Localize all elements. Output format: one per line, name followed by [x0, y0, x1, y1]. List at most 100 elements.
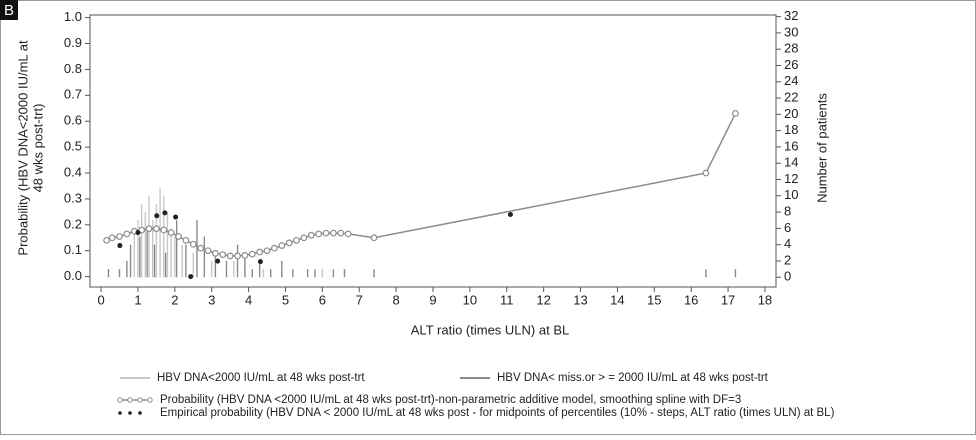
spline-point: [732, 110, 739, 117]
y2-tick-label: 14: [784, 155, 798, 170]
legend-label: Empirical probability (HBV DNA < 2000 IU…: [160, 407, 835, 419]
spline-point: [189, 240, 197, 248]
spline-point: [138, 226, 146, 234]
panel-label: B: [4, 2, 14, 19]
x-tick-label: 10: [463, 292, 477, 307]
y2-tick-label: 30: [784, 24, 798, 39]
y-axis-label: 48 wks post-trt): [30, 104, 45, 193]
y2-tick-label: 12: [784, 171, 798, 186]
empirical-point: [162, 210, 168, 216]
spline-point: [167, 229, 175, 237]
y2-tick-label: 10: [784, 187, 798, 202]
x-tick-label: 0: [97, 292, 104, 307]
x-tick-label: 1: [134, 292, 141, 307]
y-tick-label: 0.7: [64, 87, 82, 102]
spline-point: [123, 230, 131, 238]
y2-tick-label: 24: [784, 73, 798, 88]
x-tick-label: 9: [429, 292, 436, 307]
spline-point: [175, 233, 182, 240]
empirical-point: [215, 258, 221, 264]
x-tick-label: 17: [721, 292, 735, 307]
legend-label: Probability (HBV DNA <2000 IU/mL at 48 w…: [160, 394, 741, 406]
spline-line: [106, 113, 737, 257]
spline-point: [307, 231, 315, 239]
spline-point: [370, 234, 378, 242]
spline-point: [160, 226, 168, 234]
y2-tick-label: 26: [784, 57, 798, 72]
spline-point: [248, 250, 256, 258]
spline-point: [234, 252, 241, 260]
y-tick-label: 0.0: [64, 268, 82, 283]
spline-point: [337, 229, 345, 237]
y2-tick-label: 16: [784, 138, 798, 153]
x-tick-label: 12: [536, 292, 550, 307]
y-tick-label: 1.0: [64, 9, 82, 24]
y-tick-label: 0.2: [64, 216, 82, 231]
x-tick-label: 3: [208, 292, 215, 307]
empirical-point: [257, 259, 263, 265]
spline-point: [204, 247, 212, 255]
y2-tick-label: 4: [784, 236, 791, 251]
panel-label-box: [0, 0, 18, 20]
spline-point: [226, 252, 234, 260]
y-tick-label: 0.3: [64, 190, 82, 205]
x-tick-label: 4: [245, 292, 252, 307]
y-tick-label: 0.4: [64, 164, 82, 179]
legend-label: HBV DNA<2000 IU/mL at 48 wks post-trt: [157, 372, 365, 384]
y2-tick-label: 32: [784, 8, 798, 23]
y2-tick-label: 6: [784, 220, 791, 235]
y2-tick-label: 20: [784, 106, 798, 121]
legend-swatch: [127, 397, 133, 403]
spline-point: [182, 236, 190, 244]
x-tick-label: 11: [500, 292, 514, 307]
x-tick-label: 16: [684, 292, 698, 307]
spline-point: [330, 229, 337, 237]
x-tick-label: 7: [356, 292, 363, 307]
y2-tick-label: 0: [784, 269, 791, 284]
x-tick-label: 15: [647, 292, 661, 307]
x-tick-label: 14: [610, 292, 624, 307]
y2-tick-label: 8: [784, 204, 791, 219]
legend-swatch: [147, 397, 153, 403]
empirical-point: [188, 274, 194, 280]
legend-swatch: [117, 397, 123, 403]
spline-point: [263, 247, 271, 255]
y-tick-label: 0.6: [64, 113, 82, 128]
empirical-point: [173, 214, 179, 220]
spline-point: [241, 251, 249, 259]
x-tick-label: 2: [171, 292, 178, 307]
spline-point: [285, 239, 293, 247]
legend-swatch: [128, 411, 132, 415]
x-tick-label: 18: [758, 292, 772, 307]
y-axis-label: Probability (HBV DNA<2000 IU/mL at: [15, 40, 30, 256]
y-tick-label: 0.1: [64, 242, 82, 257]
spline-point: [219, 251, 227, 259]
y2-tick-label: 22: [784, 90, 798, 105]
y-tick-label: 0.8: [64, 61, 82, 76]
spline-point: [152, 225, 160, 233]
y2-tick-label: 2: [784, 252, 791, 267]
empirical-point: [154, 213, 160, 219]
spline-point: [103, 236, 110, 244]
x-axis-label: ALT ratio (times ULN) at BL: [411, 322, 569, 337]
legend-swatch: [118, 411, 122, 415]
spline-point: [256, 248, 264, 256]
spline-point: [197, 244, 205, 252]
empirical-point: [117, 243, 123, 249]
legend-label: HBV DNA< miss.or > = 2000 IU/mL at 48 wk…: [497, 372, 769, 384]
y-tick-label: 0.5: [64, 139, 82, 154]
spline-point: [293, 236, 300, 244]
x-tick-label: 5: [282, 292, 289, 307]
y2-axis-label: Number of patients: [814, 93, 829, 203]
empirical-point: [135, 230, 141, 236]
spline-point: [702, 169, 710, 177]
x-tick-label: 13: [573, 292, 587, 307]
spline-point: [322, 229, 330, 237]
y-tick-label: 0.9: [64, 35, 82, 50]
spline-point: [344, 230, 352, 238]
spline-point: [271, 244, 278, 252]
legend-swatch: [138, 411, 142, 415]
x-tick-label: 8: [393, 292, 400, 307]
